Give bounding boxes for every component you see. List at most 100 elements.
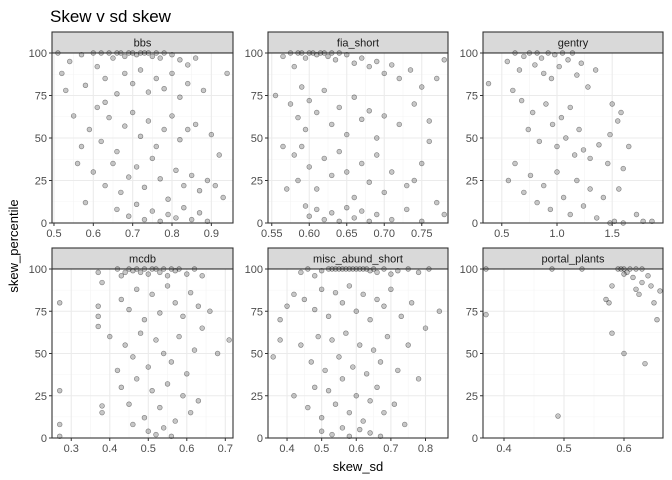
data-point (359, 160, 365, 167)
facet-strip-label: gentry (558, 38, 589, 50)
y-tick-label: 50 (251, 133, 263, 145)
data-point (607, 131, 613, 138)
data-point (302, 203, 309, 209)
data-point (633, 286, 639, 292)
data-point (165, 196, 171, 202)
data-point (220, 194, 226, 201)
facet-panels: bbs 0.5 0.6 0.7 0.8 0.9 0 25 50 75 100 fia_short 0.5… (29, 31, 664, 455)
data-point (99, 279, 105, 286)
data-point (580, 147, 587, 153)
y-tick-label: 100 (245, 264, 263, 276)
data-point (618, 109, 624, 116)
data-point (346, 283, 353, 289)
data-point (57, 300, 63, 306)
data-point (164, 273, 171, 279)
y-tick-label: 0 (472, 218, 478, 230)
chart-title: Skew v sd skew (50, 7, 172, 26)
data-point (547, 206, 554, 213)
y-tick-label: 0 (472, 433, 478, 445)
data-point (596, 142, 602, 148)
data-point (185, 126, 191, 133)
y-tick-label: 0 (41, 218, 47, 230)
data-point (295, 114, 301, 121)
data-point (284, 186, 290, 192)
data-point (419, 84, 425, 90)
data-point (164, 283, 171, 289)
data-point (594, 215, 600, 221)
data-point (305, 404, 311, 411)
data-point (329, 172, 335, 179)
data-point (161, 85, 167, 92)
data-point (157, 55, 163, 61)
facet-strip-label: mcdb (129, 254, 156, 266)
data-point (314, 109, 320, 116)
data-point (322, 367, 328, 374)
data-point (344, 205, 350, 211)
data-point (329, 431, 335, 438)
data-point (357, 342, 363, 348)
x-tick-label: 0.70 (374, 228, 395, 240)
data-point (169, 70, 175, 77)
data-point (510, 87, 516, 94)
data-point (191, 347, 198, 353)
data-point (555, 413, 561, 419)
data-point (332, 289, 339, 296)
y-tick-label: 50 (466, 133, 478, 145)
data-point (360, 291, 366, 298)
data-point (302, 126, 309, 133)
data-point (118, 384, 125, 390)
data-point (212, 182, 218, 189)
data-point (302, 55, 309, 61)
data-point (633, 211, 640, 218)
data-point (329, 210, 335, 216)
y-tick-label: 100 (29, 48, 47, 60)
data-point (301, 296, 308, 303)
data-point (318, 428, 325, 434)
data-point (315, 333, 321, 340)
data-point (177, 57, 183, 63)
data-point (534, 199, 540, 206)
data-point (336, 354, 342, 360)
data-point (615, 118, 621, 124)
data-point (567, 211, 573, 218)
data-point (389, 216, 395, 223)
data-point (114, 148, 120, 155)
y-tick-label: 50 (35, 133, 47, 145)
data-point (411, 177, 417, 184)
data-point (185, 80, 191, 87)
y-tick-label: 0 (41, 433, 47, 445)
x-tick-label: 0.4 (279, 443, 294, 455)
data-point (306, 97, 312, 104)
data-point (99, 409, 105, 416)
data-point (176, 333, 182, 340)
data-point (129, 80, 136, 87)
data-point (216, 152, 222, 158)
data-point (298, 342, 304, 348)
data-point (312, 306, 318, 313)
y-tick-label: 100 (460, 48, 478, 60)
data-point (359, 208, 365, 214)
data-point (299, 84, 305, 90)
y-tick-label: 75 (35, 306, 47, 318)
data-point (200, 87, 207, 94)
data-point (395, 367, 401, 374)
data-point (370, 347, 377, 353)
data-point (329, 121, 335, 128)
data-point (99, 403, 105, 409)
data-point (192, 121, 199, 128)
y-tick-label: 25 (466, 176, 478, 188)
data-point (277, 337, 283, 343)
x-tick-label: 0.7 (218, 443, 233, 455)
data-point (404, 206, 410, 213)
data-point (321, 87, 327, 94)
data-point (422, 325, 429, 331)
data-point (339, 300, 346, 306)
data-point (82, 82, 89, 89)
data-point (325, 53, 331, 60)
data-point (118, 189, 124, 196)
data-point (541, 182, 547, 189)
data-point (396, 75, 402, 82)
data-point (157, 310, 163, 316)
